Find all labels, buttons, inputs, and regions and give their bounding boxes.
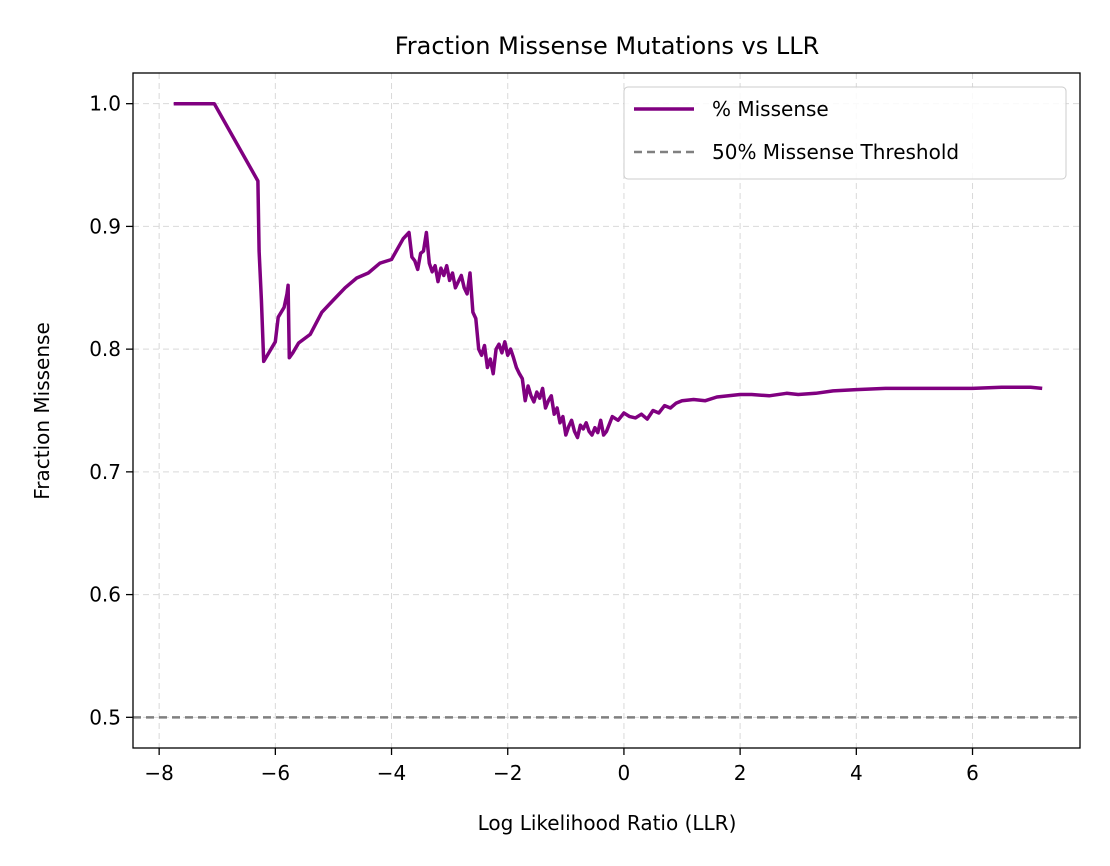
y-tick-label: 0.7	[89, 460, 121, 484]
x-tick-label: −6	[261, 761, 290, 785]
ticks-layer: −8 −6 −4 −2 0 2 4 6 0.5 0.6 0.7 0.8 0.9 1.0	[89, 92, 979, 785]
x-tick-label: −2	[493, 761, 522, 785]
legend-label-missense: % Missense	[712, 97, 829, 121]
series-layer	[133, 101, 1080, 719]
y-tick-label: 0.5	[89, 705, 121, 729]
y-tick-label: 1.0	[89, 92, 121, 116]
x-tick-label: 0	[618, 761, 631, 785]
x-tick-label: −8	[144, 761, 173, 785]
x-tick-label: −4	[377, 761, 406, 785]
series-missense-line	[173, 101, 1043, 440]
chart-title: Fraction Missense Mutations vs LLR	[395, 32, 820, 60]
legend-box	[623, 86, 1067, 180]
y-axis-label: Fraction Missense	[30, 322, 54, 500]
y-tick-label: 0.8	[89, 337, 121, 361]
x-tick-label: 2	[734, 761, 747, 785]
legend-label-threshold: 50% Missense Threshold	[712, 140, 959, 164]
y-tick-label: 0.9	[89, 214, 121, 238]
plot-area-frame	[132, 72, 1081, 749]
x-tick-label: 6	[966, 761, 979, 785]
x-tick-label: 4	[850, 761, 863, 785]
legend: % Missense 50% Missense Threshold	[623, 86, 1067, 180]
y-tick-label: 0.6	[89, 583, 121, 607]
x-axis-label: Log Likelihood Ratio (LLR)	[478, 811, 737, 835]
